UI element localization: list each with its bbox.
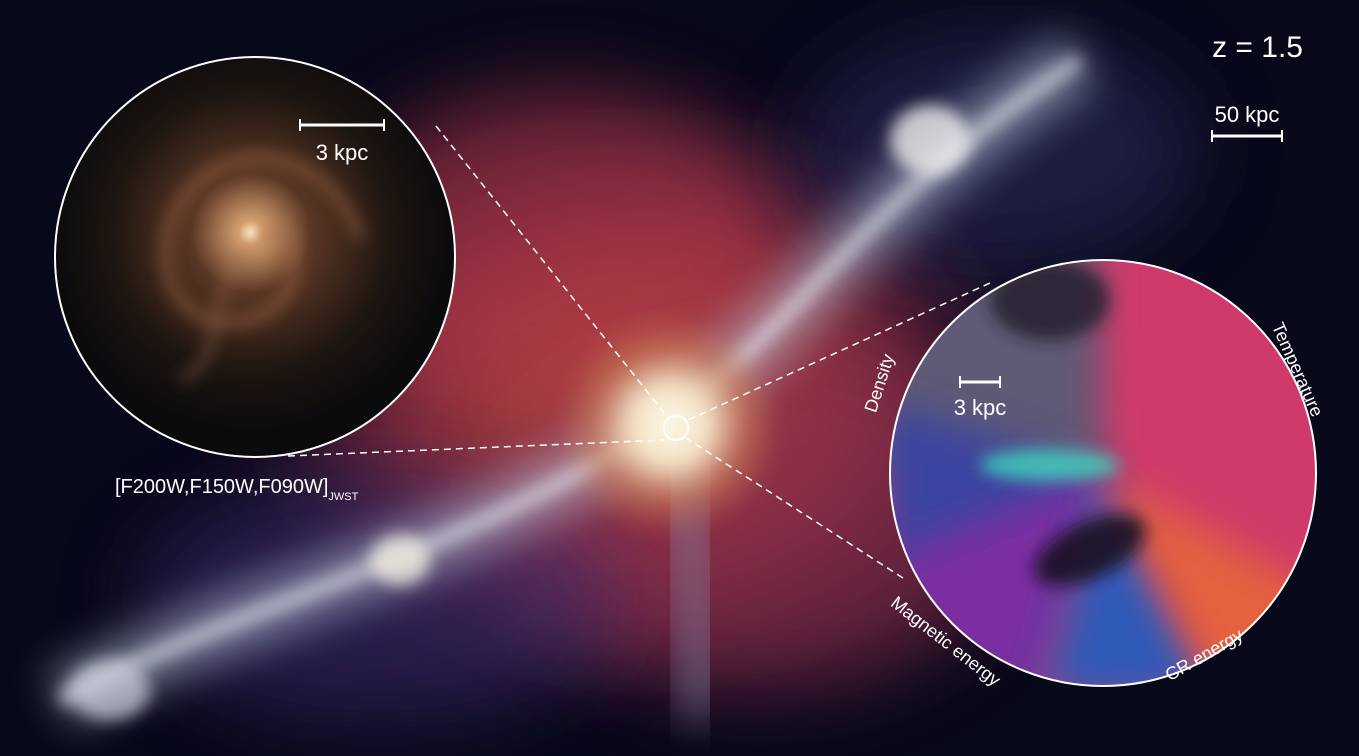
filter-label: [F200W,F150W,F090W]JWST [115, 476, 359, 503]
redshift-label: z = 1.5 [1212, 31, 1303, 64]
filters-subscript: JWST [328, 491, 358, 503]
scale-label: 3 kpc [316, 140, 369, 165]
left-inset: 3 kpc [F200W,F150W,F090W]JWST [54, 56, 456, 503]
scale-label: 50 kpc [1215, 102, 1280, 127]
filters: [F200W,F150W,F090W] [115, 476, 328, 498]
scale-label: 3 kpc [954, 395, 1007, 420]
connector-lines [287, 125, 991, 579]
simulation-gas [46, 30, 1200, 727]
right-inset: 3 kpc Density Temperature CR energy Magn… [861, 259, 1327, 690]
zoom-marker [663, 415, 689, 441]
